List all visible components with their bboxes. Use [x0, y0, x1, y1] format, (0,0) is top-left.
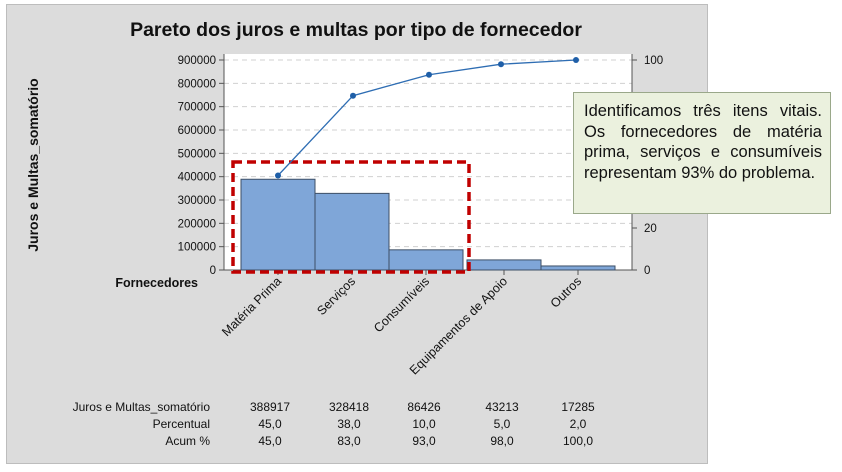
bar-1 — [314, 192, 390, 271]
table-cell-0-0: 388917 — [250, 400, 290, 414]
bar-3 — [466, 259, 542, 271]
table-cell-0-3: 43213 — [485, 400, 519, 414]
table-cell-1-0: 45,0 — [258, 417, 282, 431]
y-tick-label-left-5: 500000 — [178, 148, 216, 160]
table-row-label-0: Juros e Multas_somatório — [73, 400, 211, 414]
y-tick-label-left-2: 200000 — [178, 218, 216, 230]
x-axis-label: Fornecedores — [115, 276, 198, 290]
cumulative-point-2 — [426, 71, 432, 78]
table-cell-2-2: 93,0 — [412, 434, 436, 448]
y-tick-label-left-4: 400000 — [178, 172, 216, 184]
y-tick-label-right-0: 0 — [644, 265, 650, 277]
y-tick-label-left-7: 700000 — [178, 102, 216, 114]
cumulative-point-4 — [573, 57, 579, 63]
highlight-box — [231, 160, 471, 274]
x-tick-label-2: Consumíveis — [371, 274, 432, 335]
y-axis-label: Juros e Multas_somatório — [25, 78, 41, 252]
table-row-label-2: Acum % — [165, 434, 210, 448]
x-tick-label-1: Serviços — [314, 274, 358, 318]
y-tick-label-left-8: 800000 — [178, 78, 216, 90]
bar-0 — [240, 178, 316, 271]
table-row-label-1: Percentual — [153, 417, 210, 431]
cumulative-point-3 — [498, 61, 504, 68]
table-cell-1-3: 5,0 — [494, 417, 511, 431]
y-tick-label-left-1: 100000 — [178, 242, 216, 254]
bar-4 — [540, 265, 616, 271]
y-tick-label-left-0: 0 — [210, 265, 216, 277]
x-tick-label-4: Outros — [548, 274, 584, 310]
table-cell-1-1: 38,0 — [337, 417, 361, 431]
y-tick-label-left-9: 900000 — [178, 55, 216, 67]
bar-2 — [388, 249, 464, 271]
data-table: Juros e Multas_somatório 388917 328418 8642… — [73, 400, 595, 448]
table-cell-0-4: 17285 — [561, 400, 595, 414]
cumulative-point-1 — [350, 92, 356, 99]
y-tick-label-right-1: 20 — [644, 223, 657, 235]
table-cell-2-4: 100,0 — [563, 434, 593, 448]
table-cell-0-2: 86426 — [407, 400, 441, 414]
annotation-callout: Identificamos três itens vitais. Os forn… — [573, 92, 831, 214]
y-tick-label-left-6: 600000 — [178, 125, 216, 137]
chart-title: Pareto dos juros e multas por tipo de fo… — [130, 19, 582, 41]
x-tick-label-0: Matéria Prima — [219, 274, 284, 339]
table-cell-1-2: 10,0 — [412, 417, 436, 431]
table-cell-0-1: 328418 — [329, 400, 369, 414]
table-cell-1-4: 2,0 — [570, 417, 587, 431]
y-tick-label-left-3: 300000 — [178, 195, 216, 207]
table-cell-2-0: 45,0 — [258, 434, 282, 448]
cumulative-point-0 — [275, 172, 281, 179]
table-cell-2-1: 83,0 — [337, 434, 361, 448]
y-tick-label-right-2: 100 — [644, 55, 663, 67]
table-cell-2-3: 98,0 — [490, 434, 514, 448]
